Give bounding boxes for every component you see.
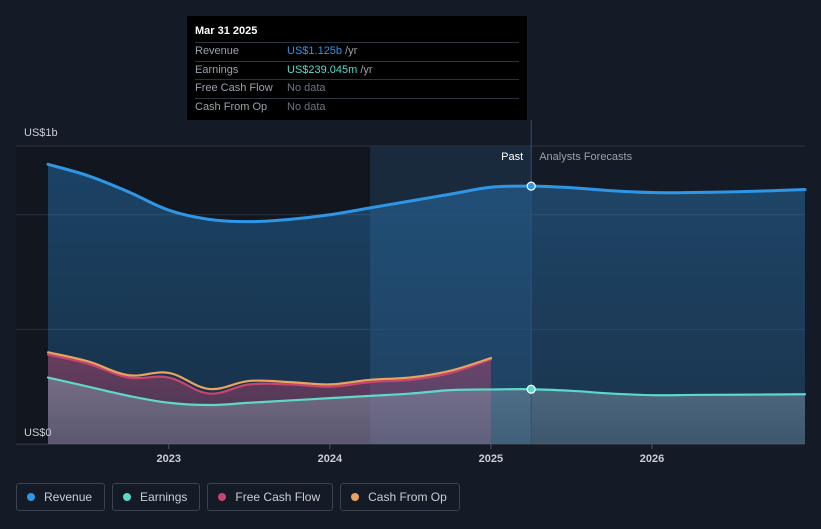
tooltip-value-wrap: US$1.125b/yr bbox=[287, 43, 357, 61]
x-tick-label: 2025 bbox=[479, 453, 503, 465]
tooltip-value: US$239.045m bbox=[287, 63, 358, 76]
legend-label: Cash From Op bbox=[368, 490, 447, 504]
legend-item-free-cash-flow[interactable]: Free Cash Flow bbox=[207, 483, 334, 511]
tooltip-date: Mar 31 2025 bbox=[195, 25, 258, 37]
tooltip-label: Free Cash Flow bbox=[195, 82, 273, 94]
tooltip-unit: /yr bbox=[345, 45, 358, 57]
x-tick-label: 2023 bbox=[157, 453, 181, 465]
legend-label: Free Cash Flow bbox=[235, 490, 321, 504]
tooltip-value: US$1.125b bbox=[287, 45, 343, 57]
legend-dot-icon bbox=[218, 493, 227, 501]
legend-dot-icon bbox=[351, 493, 360, 501]
forecast-label: Analysts Forecasts bbox=[539, 151, 632, 163]
y-axis-label-bottom: US$0 bbox=[24, 427, 52, 439]
tooltip-row-free-cash-flow: Free Cash Flow No data bbox=[195, 79, 519, 98]
tooltip-unit: /yr bbox=[360, 63, 373, 76]
x-tick-label: 2026 bbox=[640, 453, 664, 465]
tooltip-row-revenue: Revenue US$1.125b/yr bbox=[195, 42, 519, 61]
past-label: Past bbox=[501, 151, 523, 163]
data-tooltip: Mar 31 2025 Revenue US$1.125b/yr Earning… bbox=[187, 16, 527, 120]
tooltip-value: No data bbox=[287, 82, 326, 94]
legend-label: Revenue bbox=[44, 490, 93, 504]
legend-item-cash-from-op[interactable]: Cash From Op bbox=[340, 483, 460, 511]
tooltip-value-wrap: No data bbox=[287, 80, 326, 98]
legend-label: Earnings bbox=[140, 490, 188, 504]
line-earnings bbox=[46, 376, 807, 407]
chart-legend: Revenue Earnings Free Cash Flow Cash Fro… bbox=[16, 483, 460, 511]
area-revenue bbox=[48, 164, 805, 445]
tooltip-label: Revenue bbox=[195, 45, 240, 57]
tooltip-value-wrap: No data bbox=[287, 99, 326, 117]
legend-dot-icon bbox=[123, 493, 132, 501]
legend-dot-icon bbox=[27, 493, 35, 501]
tooltip-label: Cash From Op bbox=[195, 100, 268, 113]
line-revenue bbox=[46, 162, 807, 224]
tooltip-value: No data bbox=[287, 100, 326, 113]
line-free-cash-flow bbox=[46, 353, 493, 395]
y-axis-label-top: US$1b bbox=[24, 127, 58, 139]
tooltip-value-wrap: US$239.045m/yr bbox=[287, 62, 373, 80]
tooltip-row-cash-from-op: Cash From Op No data bbox=[195, 97, 519, 117]
highlight-point-revenue bbox=[526, 181, 536, 191]
legend-item-revenue[interactable]: Revenue bbox=[16, 483, 106, 511]
line-cash-from-op bbox=[46, 351, 493, 391]
x-tick-label: 2024 bbox=[318, 453, 343, 465]
tooltip-label: Earnings bbox=[195, 63, 239, 76]
tooltip-row-earnings: Earnings US$239.045m/yr bbox=[195, 60, 519, 80]
highlight-point-earnings bbox=[526, 384, 536, 394]
legend-item-earnings[interactable]: Earnings bbox=[112, 483, 201, 511]
